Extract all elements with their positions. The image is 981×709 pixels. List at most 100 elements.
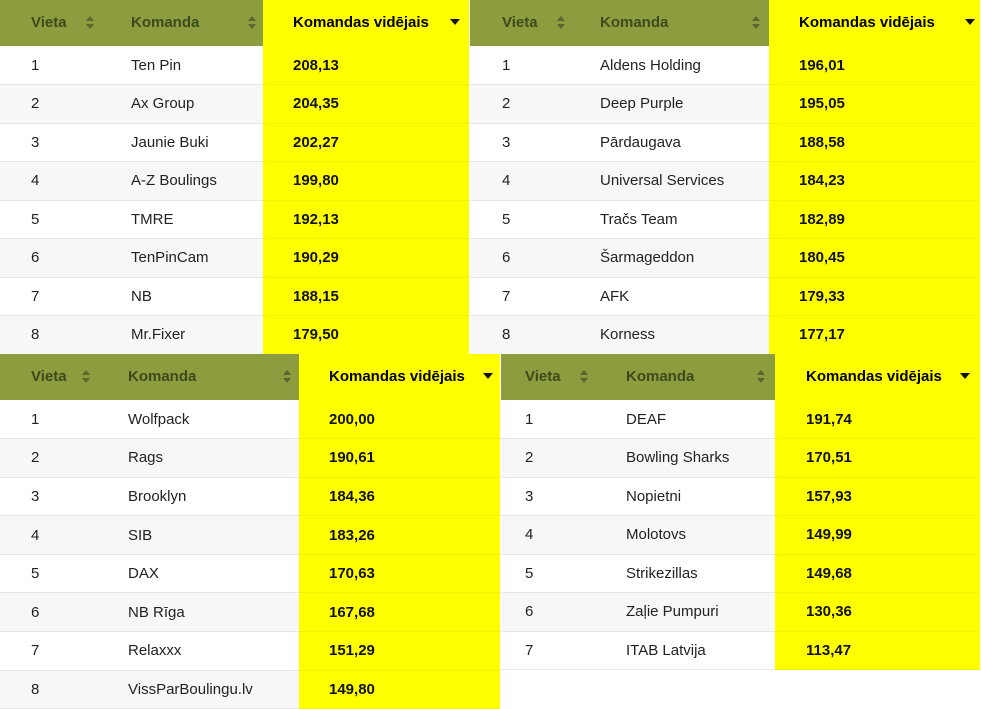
team-average-cell: 196,01	[769, 46, 980, 85]
team-name-cell: Mr.Fixer	[101, 315, 263, 355]
team-name-cell: Pārdaugava	[569, 123, 769, 162]
sort-by-place-header[interactable]: Vieta	[501, 354, 595, 400]
table-row: 5 DAX 170,63	[0, 554, 500, 594]
place-cell: 3	[0, 477, 98, 517]
place-cell: 6	[0, 592, 98, 633]
team-name-cell: AFK	[569, 277, 769, 316]
table-row: 2 Ax Group 204,35	[0, 84, 469, 124]
sort-updown-icon	[752, 16, 760, 30]
sort-by-average-header[interactable]: Komandas vidējais	[775, 354, 980, 400]
table-row: 2 Bowling Sharks 170,51	[501, 438, 980, 478]
sort-desc-icon	[450, 19, 460, 25]
team-average-cell: 184,23	[769, 161, 980, 201]
team-average-cell: 208,13	[263, 46, 469, 85]
sort-updown-icon	[82, 370, 90, 384]
team-name-cell: NB	[101, 277, 263, 316]
team-name-cell: ITAB Latvija	[595, 631, 775, 670]
table-row: 2 Deep Purple 195,05	[470, 84, 980, 124]
team-name-cell: Nopietni	[595, 477, 775, 516]
table-row: 4 SIB 183,26	[0, 515, 500, 555]
sort-updown-icon	[757, 370, 765, 384]
table-row: 1 Aldens Holding 196,01	[470, 46, 980, 85]
table-row: 8 VissParBoulingu.lv 149,80	[0, 670, 500, 709]
team-name-cell: Molotovs	[595, 515, 775, 555]
team-name-cell: Zaļie Pumpuri	[595, 592, 775, 632]
sort-updown-icon	[86, 16, 94, 30]
standings-table-2: Vieta Komanda Komandas vidējais 1 Aldens …	[470, 0, 980, 355]
team-average-cell: 167,68	[299, 592, 500, 633]
team-average-cell: 170,51	[775, 438, 980, 478]
team-average-cell: 190,29	[263, 238, 469, 278]
team-header-label: Komanda	[131, 14, 200, 31]
team-average-cell: 184,36	[299, 477, 500, 517]
table-row: 7 AFK 179,33	[470, 277, 980, 316]
team-name-cell: Brooklyn	[98, 477, 299, 517]
place-cell: 8	[0, 315, 101, 355]
table-row: 6 Šarmageddon 180,45	[470, 238, 980, 278]
sort-by-place-header[interactable]: Vieta	[470, 0, 569, 46]
sort-by-average-header[interactable]: Komandas vidējais	[299, 354, 500, 400]
team-name-cell: Rags	[98, 438, 299, 478]
average-header-label: Komandas vidējais	[329, 368, 465, 385]
table-row: 1 Wolfpack 200,00	[0, 400, 500, 440]
place-header-label: Vieta	[31, 14, 67, 31]
team-name-cell: Aldens Holding	[569, 46, 769, 85]
team-name-cell: Šarmageddon	[569, 238, 769, 278]
standings-table-3: Vieta Komanda Komandas vidējais 1 Wolfpac…	[0, 354, 500, 709]
team-average-cell: 182,89	[769, 200, 980, 239]
place-cell: 1	[0, 46, 101, 85]
place-cell: 2	[0, 84, 101, 124]
team-average-cell: 202,27	[263, 123, 469, 162]
sort-desc-icon	[965, 19, 975, 25]
sort-by-place-header[interactable]: Vieta	[0, 0, 101, 46]
team-average-cell: 177,17	[769, 315, 980, 355]
table-row: 5 Strikezillas 149,68	[501, 554, 980, 593]
place-cell: 4	[501, 515, 595, 555]
place-header-label: Vieta	[31, 368, 67, 385]
place-cell: 4	[0, 515, 98, 555]
place-cell: 8	[470, 315, 569, 355]
place-cell: 1	[470, 46, 569, 85]
team-name-cell: VissParBoulingu.lv	[98, 670, 299, 709]
table-row: 7 ITAB Latvija 113,47	[501, 631, 980, 670]
place-cell: 2	[501, 438, 595, 478]
team-average-cell: 199,80	[263, 161, 469, 201]
team-average-cell: 188,58	[769, 123, 980, 162]
sort-by-team-header[interactable]: Komanda	[595, 354, 775, 400]
team-average-cell: 113,47	[775, 631, 980, 670]
team-name-cell: NB Rīga	[98, 592, 299, 633]
team-name-cell: Deep Purple	[569, 84, 769, 124]
team-average-cell: 151,29	[299, 631, 500, 671]
table-header-row: Vieta Komanda Komandas vidējais	[501, 354, 980, 400]
place-cell: 6	[470, 238, 569, 278]
table-row: 6 NB Rīga 167,68	[0, 592, 500, 633]
place-cell: 5	[470, 200, 569, 239]
team-average-cell: 191,74	[775, 400, 980, 439]
team-name-cell: Korness	[569, 315, 769, 355]
average-header-label: Komandas vidējais	[806, 368, 942, 385]
team-name-cell: Jaunie Buki	[101, 123, 263, 162]
team-name-cell: SIB	[98, 515, 299, 555]
table-row: 5 TMRE 192,13	[0, 200, 469, 239]
sort-updown-icon	[557, 16, 565, 30]
table-row: 7 NB 188,15	[0, 277, 469, 316]
sort-by-team-header[interactable]: Komanda	[101, 0, 263, 46]
sort-updown-icon	[248, 16, 256, 30]
sort-by-average-header[interactable]: Komandas vidējais	[769, 0, 980, 46]
team-name-cell: Ten Pin	[101, 46, 263, 85]
sort-by-team-header[interactable]: Komanda	[569, 0, 769, 46]
place-cell: 6	[0, 238, 101, 278]
table-row: 2 Rags 190,61	[0, 438, 500, 478]
team-average-cell: 179,33	[769, 277, 980, 316]
place-cell: 1	[501, 400, 595, 439]
team-name-cell: Relaxxx	[98, 631, 299, 671]
place-cell: 5	[0, 200, 101, 239]
table-row: 5 Tračs Team 182,89	[470, 200, 980, 239]
team-average-cell: 149,80	[299, 670, 500, 709]
table-row: 8 Mr.Fixer 179,50	[0, 315, 469, 355]
team-header-label: Komanda	[600, 14, 669, 31]
sort-by-team-header[interactable]: Komanda	[98, 354, 299, 400]
sort-by-average-header[interactable]: Komandas vidējais	[263, 0, 469, 46]
table-header-row: Vieta Komanda Komandas vidējais	[470, 0, 980, 46]
sort-by-place-header[interactable]: Vieta	[0, 354, 98, 400]
